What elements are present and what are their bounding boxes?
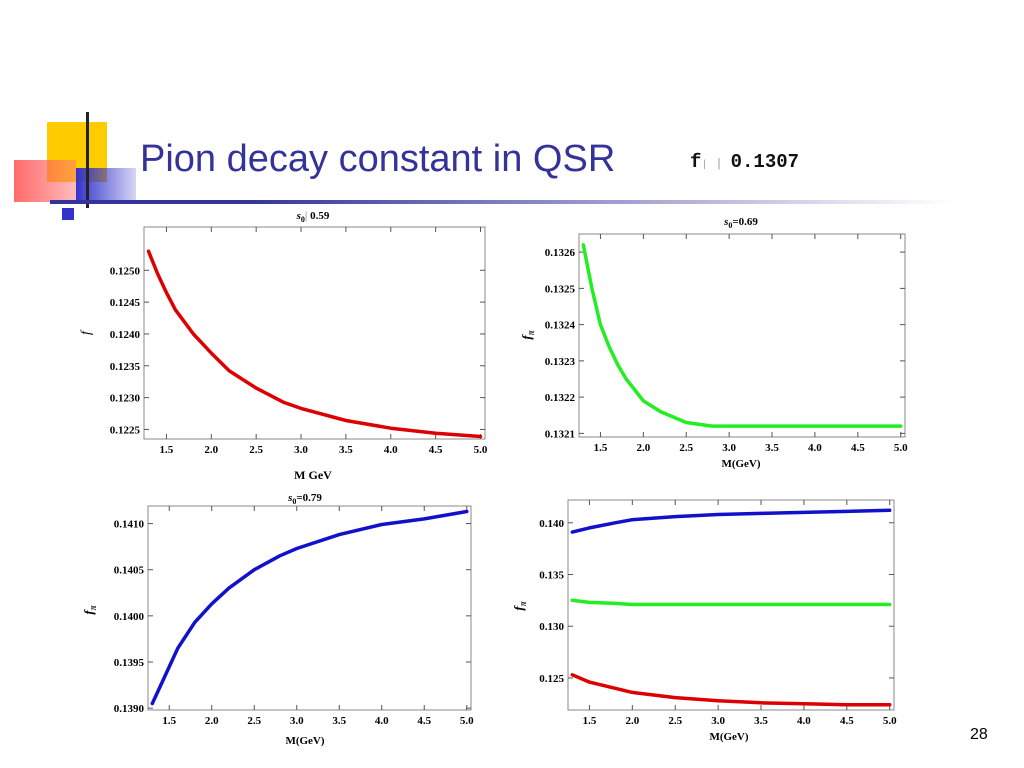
series-line-0 bbox=[146, 249, 483, 439]
x-tick-label: 3.5 bbox=[765, 442, 779, 454]
y-axis-label: fπ bbox=[81, 604, 98, 614]
y-axis-label: fπ bbox=[511, 600, 528, 610]
y-tick-label: 0.1324 bbox=[545, 320, 576, 332]
chart-s0-0.69: s0=0.69 0.1321 0.1322 0.1323 0.1324 0.1325 0.… bbox=[519, 216, 908, 470]
x-tick-label: 5.0 bbox=[474, 444, 488, 456]
x-tick-label: 1.5 bbox=[583, 715, 597, 727]
y-tick-label: 0.1230 bbox=[110, 393, 141, 405]
y-tick-label: 0.1321 bbox=[545, 428, 575, 440]
y-tick-label: 0.1250 bbox=[110, 265, 141, 277]
y-tick-label: 0.1325 bbox=[545, 283, 576, 295]
decor-red-square bbox=[14, 160, 76, 202]
x-tick-label: 3.0 bbox=[294, 444, 308, 456]
y-tick-label: 0.135 bbox=[539, 569, 564, 581]
decor-blue-small-square bbox=[62, 208, 74, 220]
y-tick-label: 0.140 bbox=[539, 518, 564, 530]
plot-frame bbox=[143, 226, 486, 440]
x-tick-label: 1.5 bbox=[160, 444, 174, 456]
chart-combined: 0.125 0.130 0.135 0.140 1.5 2.0 2.5 3.0 3.5 4.0 4.… bbox=[511, 499, 897, 743]
x-tick-label: 2.5 bbox=[679, 442, 693, 454]
series-line-0 bbox=[150, 509, 469, 706]
x-tick-label: 2.0 bbox=[625, 715, 639, 727]
x-tick-label: 2.5 bbox=[249, 444, 263, 456]
series-line-0 bbox=[570, 508, 892, 534]
f-symbol: f bbox=[690, 151, 702, 173]
chart-title: s0| 0.59 bbox=[296, 210, 330, 224]
decor-vertical-line bbox=[86, 112, 89, 208]
y-axis-label: fπ bbox=[519, 329, 536, 339]
x-tick-label: 2.0 bbox=[205, 715, 219, 727]
f-pi-value: f| | 0.1307 bbox=[690, 151, 800, 173]
x-tick-label: 4.0 bbox=[384, 444, 398, 456]
series-line-1 bbox=[570, 598, 892, 607]
y-tick-label: 0.1400 bbox=[114, 611, 145, 623]
x-axis-label: M(GeV) bbox=[709, 731, 748, 743]
y-tick-label: 0.130 bbox=[539, 621, 564, 633]
chart-s0-0.59: s0| 0.59 0.1225 0.1230 0.1235 0.1240 0.1245 0… bbox=[79, 210, 488, 482]
title-underline bbox=[50, 200, 1000, 204]
y-tick-label: 0.1235 bbox=[110, 361, 141, 373]
plot-frame bbox=[147, 505, 472, 711]
x-tick-label: 5.0 bbox=[883, 715, 897, 727]
slide-title: Pion decay constant in QSR bbox=[140, 138, 616, 180]
x-tick-label: 3.0 bbox=[290, 715, 304, 727]
x-axis-label: M GeV bbox=[294, 468, 332, 482]
x-tick-label: 5.0 bbox=[460, 715, 474, 727]
x-tick-label: 4.5 bbox=[851, 442, 865, 454]
x-tick-label: 3.0 bbox=[722, 442, 736, 454]
x-tick-label: 2.5 bbox=[247, 715, 261, 727]
page-number: 28 bbox=[970, 726, 988, 743]
y-tick-label: 0.125 bbox=[539, 673, 564, 685]
x-tick-label: 5.0 bbox=[894, 442, 908, 454]
y-tick-label: 0.1390 bbox=[114, 703, 145, 715]
chart-title: s0=0.69 bbox=[723, 216, 758, 230]
x-tick-label: 4.5 bbox=[840, 715, 854, 727]
chart-s0-0.79: s0=0.79 0.1390 0.1395 0.1400 0.1405 0.1410 1.… bbox=[81, 492, 474, 747]
y-tick-label: 0.1405 bbox=[114, 565, 145, 577]
y-tick-label: 0.1240 bbox=[110, 329, 141, 341]
x-tick-label: 2.0 bbox=[204, 444, 218, 456]
y-tick-label: 0.1410 bbox=[114, 519, 145, 531]
x-axis-label: M(GeV) bbox=[721, 458, 760, 470]
x-tick-label: 3.0 bbox=[711, 715, 725, 727]
y-tick-label: 0.1245 bbox=[110, 297, 141, 309]
y-tick-label: 0.1323 bbox=[545, 356, 576, 368]
y-tick-label: 0.1225 bbox=[110, 424, 141, 436]
x-tick-label: 4.0 bbox=[797, 715, 811, 727]
x-tick-label: 2.5 bbox=[668, 715, 682, 727]
y-tick-label: 0.1322 bbox=[545, 392, 576, 404]
x-tick-label: 1.5 bbox=[162, 715, 176, 727]
x-tick-label: 3.5 bbox=[339, 444, 353, 456]
x-tick-label: 4.0 bbox=[808, 442, 822, 454]
series-line-0 bbox=[581, 243, 903, 428]
y-tick-label: 0.1326 bbox=[545, 247, 576, 259]
y-tick-label: 0.1395 bbox=[114, 657, 145, 669]
x-tick-label: 4.5 bbox=[417, 715, 431, 727]
x-tick-label: 2.0 bbox=[636, 442, 650, 454]
y-axis-label: f bbox=[79, 329, 94, 335]
x-tick-label: 1.5 bbox=[594, 442, 608, 454]
decor-blue-square bbox=[76, 168, 136, 202]
plot-frame bbox=[578, 233, 906, 438]
x-tick-label: 4.5 bbox=[429, 444, 443, 456]
series-line-2 bbox=[570, 673, 892, 707]
x-tick-label: 3.5 bbox=[332, 715, 346, 727]
x-tick-label: 3.5 bbox=[754, 715, 768, 727]
x-axis-label: M(GeV) bbox=[285, 735, 324, 747]
f-value: 0.1307 bbox=[730, 151, 800, 173]
x-tick-label: 4.0 bbox=[375, 715, 389, 727]
chart-title: s0=0.79 bbox=[287, 492, 322, 506]
